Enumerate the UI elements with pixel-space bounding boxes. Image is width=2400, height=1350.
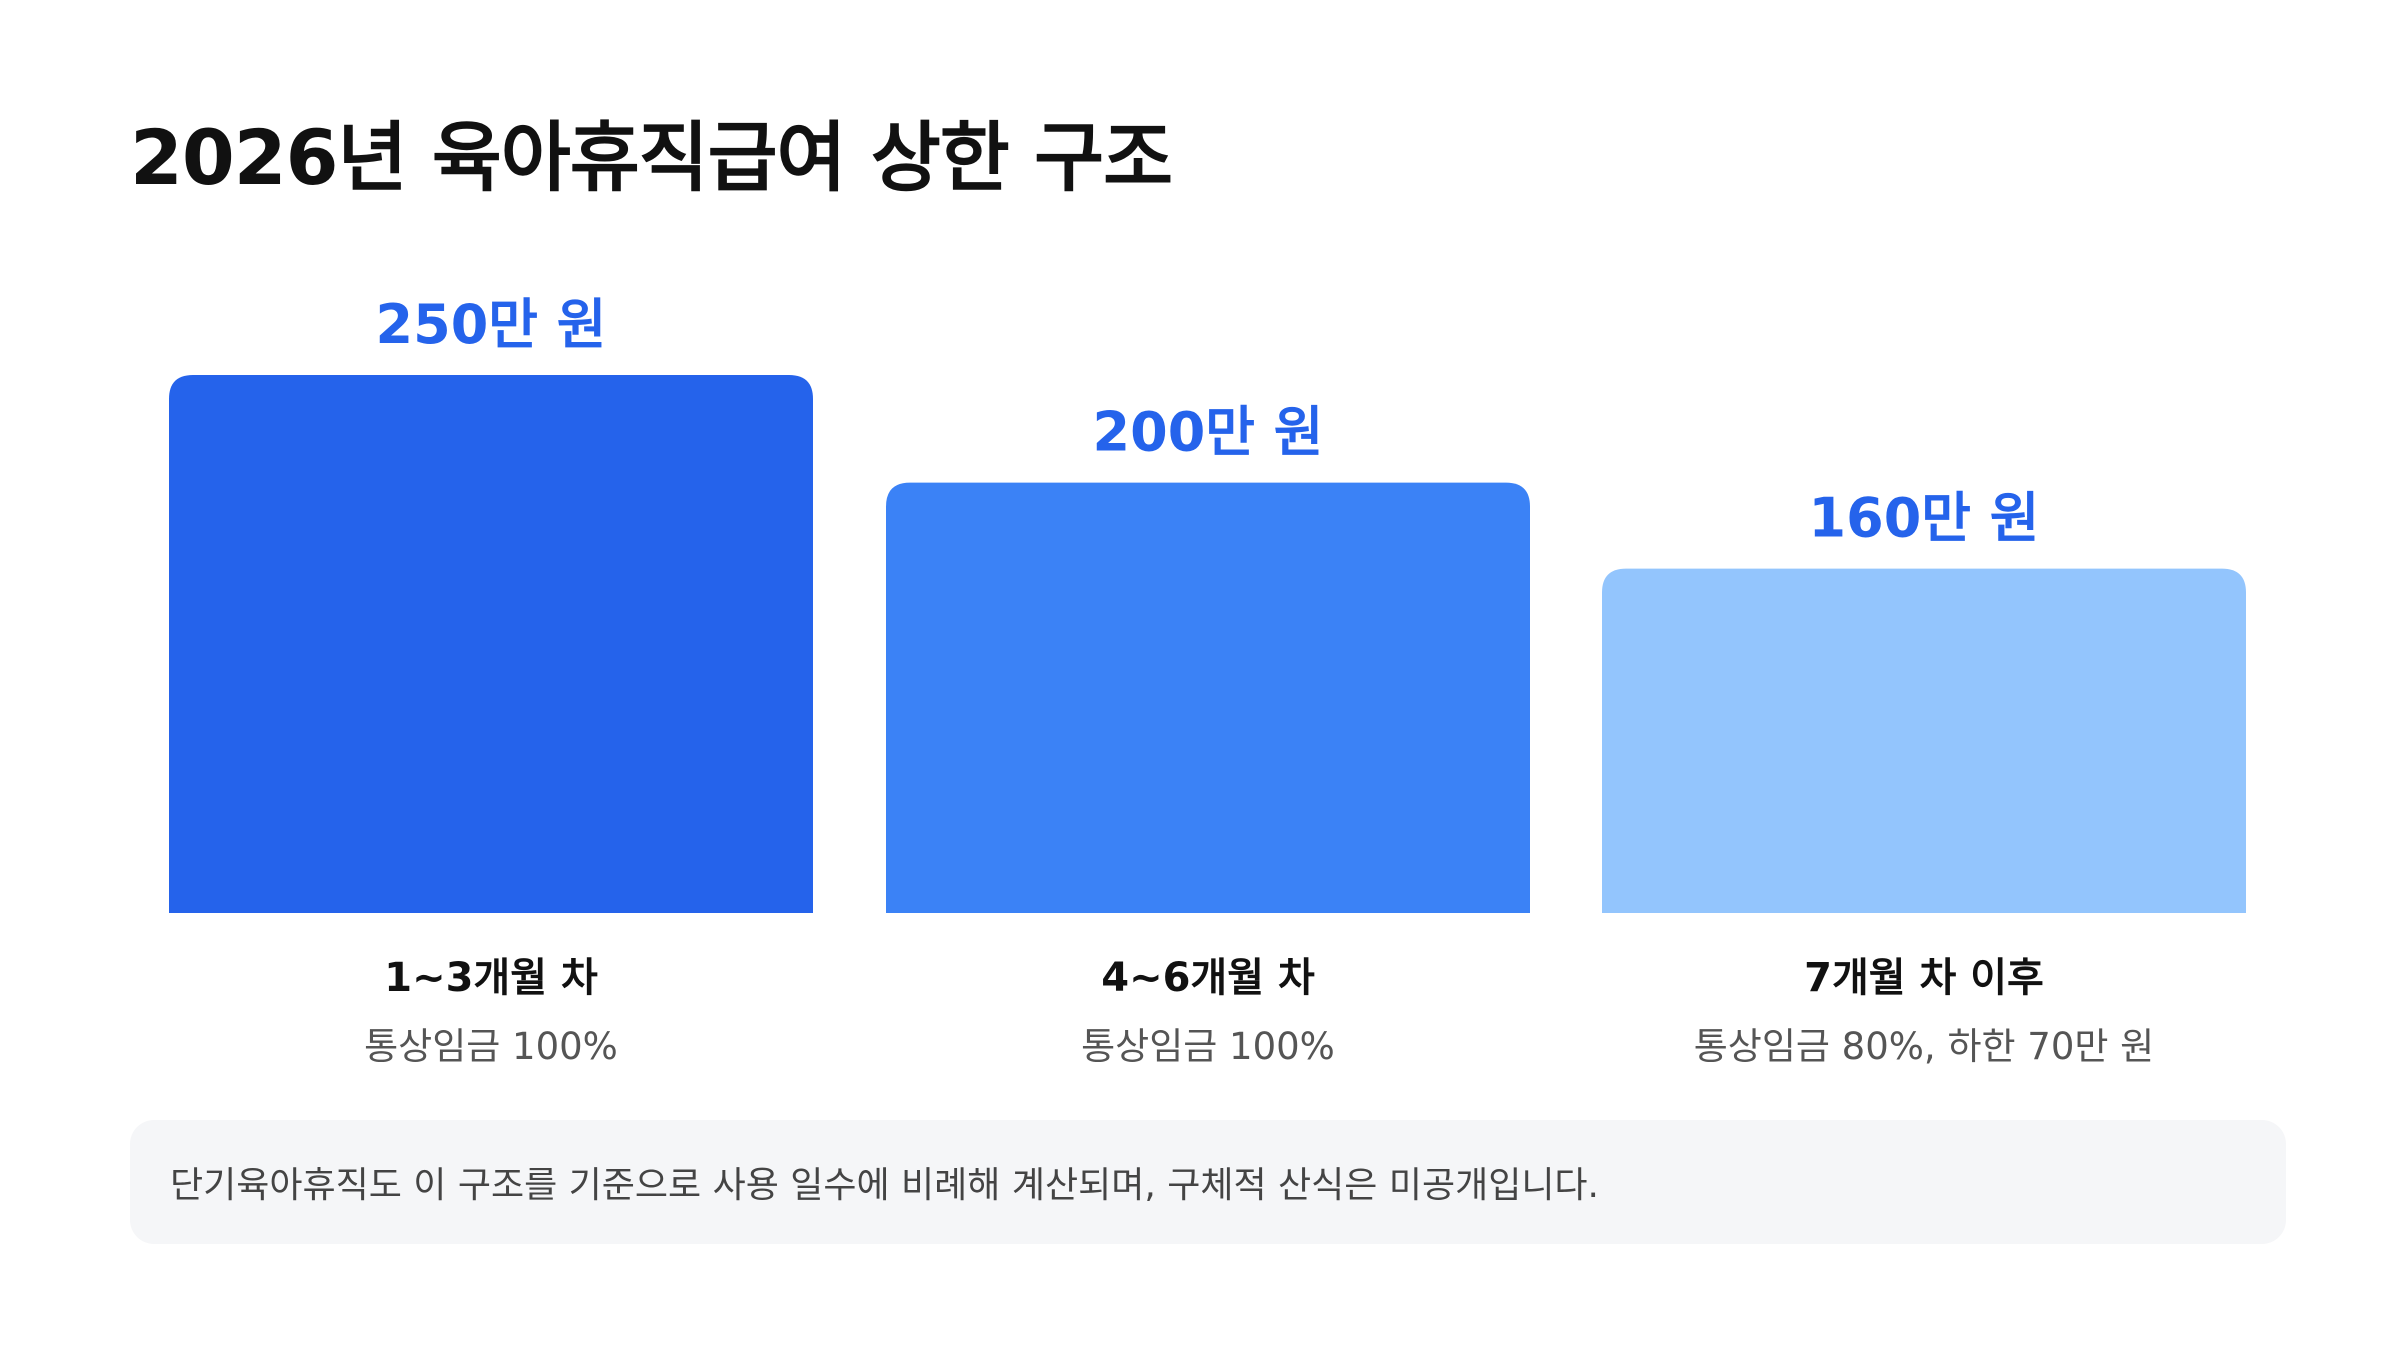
value-label-2: 200만 원 (1093, 401, 1324, 464)
bar-2 (886, 482, 1530, 913)
value-label-3: 160만 원 (1809, 487, 2040, 550)
category-label-1: 1~3개월 차 (384, 955, 598, 1001)
subcategory-label-1: 통상임금 100% (364, 1025, 618, 1068)
subcategory-label-2: 통상임금 100% (1081, 1025, 1335, 1068)
category-label-3: 7개월 차 이후 (1804, 955, 2044, 1001)
category-label-2: 4~6개월 차 (1101, 955, 1315, 1001)
value-label-1: 250만 원 (376, 293, 607, 356)
bar-1 (169, 375, 813, 913)
chart-title: 2026년 육아휴직급여 상한 구조 (130, 113, 1173, 202)
footnote-text: 단기육아휴직도 이 구조를 기준으로 사용 일수에 비례해 계산되며, 구체적 … (170, 1165, 1600, 1206)
bar-3 (1602, 568, 2246, 913)
subcategory-label-3: 통상임금 80%, 하한 70만 원 (1694, 1025, 2154, 1068)
footnote-box: 단기육아휴직도 이 구조를 기준으로 사용 일수에 비례해 계산되며, 구체적 … (130, 1120, 2286, 1244)
